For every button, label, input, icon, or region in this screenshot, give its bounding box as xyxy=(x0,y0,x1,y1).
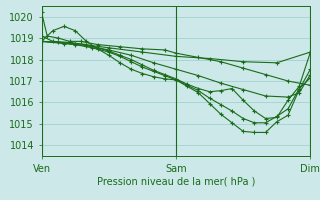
X-axis label: Pression niveau de la mer( hPa ): Pression niveau de la mer( hPa ) xyxy=(97,176,255,186)
